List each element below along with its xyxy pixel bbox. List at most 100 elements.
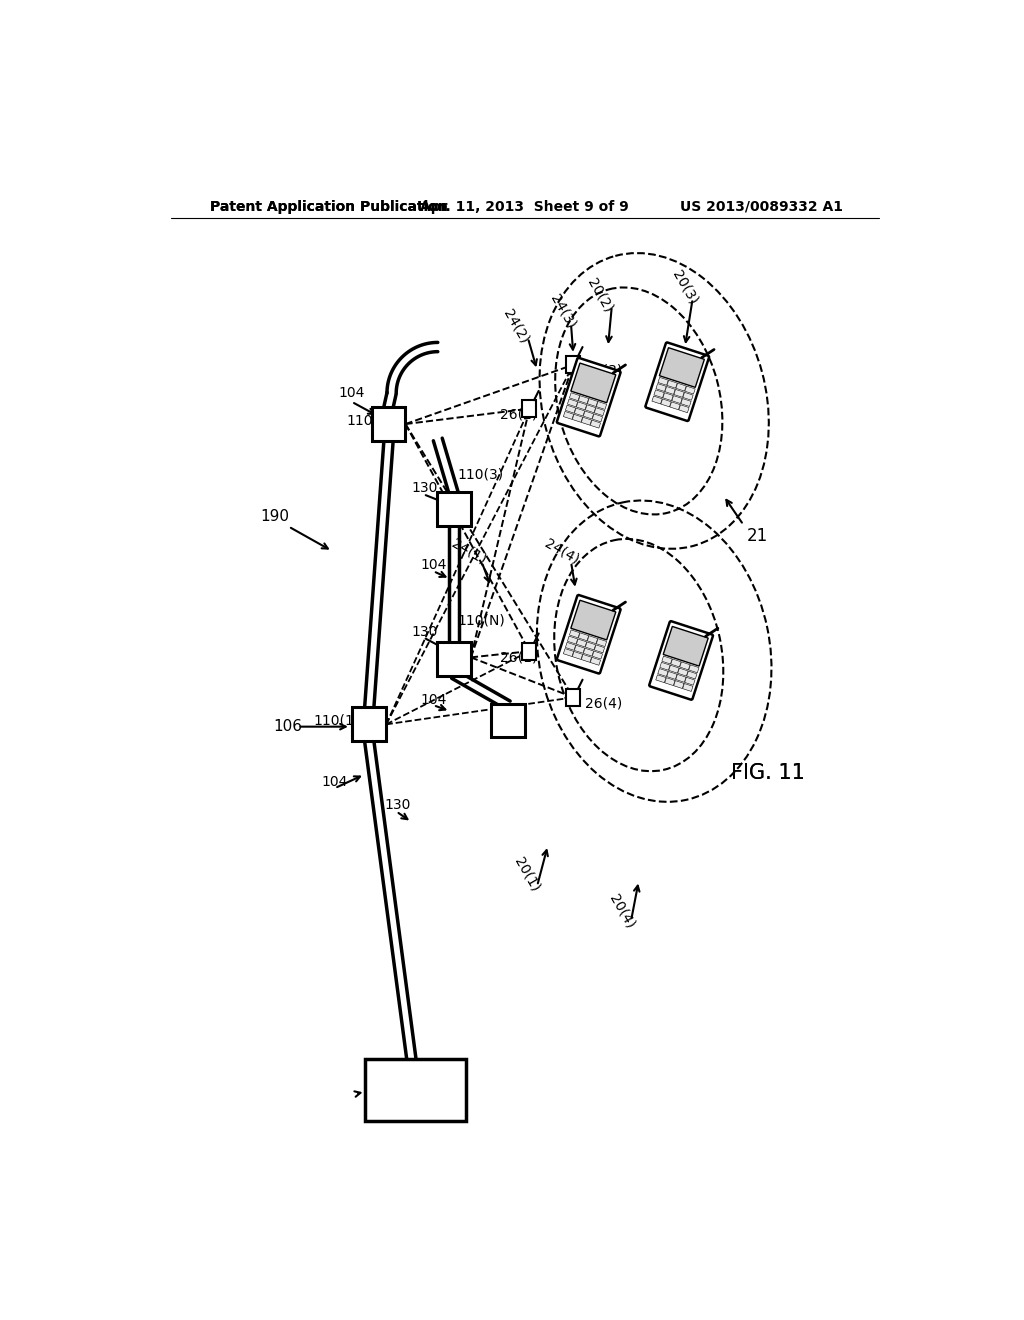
Text: Patent Application Publication: Patent Application Publication (210, 199, 447, 214)
Bar (665, 387, 675, 395)
Bar (669, 665, 679, 673)
Text: 20(4): 20(4) (606, 892, 637, 931)
Bar (572, 652, 583, 660)
Bar (590, 420, 600, 428)
Bar (670, 401, 680, 409)
Bar (566, 689, 581, 706)
Text: 110(2): 110(2) (346, 413, 392, 428)
Text: 20(3): 20(3) (670, 268, 700, 308)
Bar (660, 399, 671, 407)
Text: 21: 21 (746, 527, 768, 545)
Bar (582, 417, 592, 425)
Bar (588, 399, 598, 407)
FancyBboxPatch shape (557, 595, 621, 673)
Bar (672, 396, 682, 404)
Bar (437, 492, 471, 525)
Bar (586, 642, 596, 649)
Text: 20(2): 20(2) (585, 276, 615, 315)
Bar (659, 663, 670, 671)
Bar (567, 399, 578, 407)
Bar (663, 393, 673, 401)
Bar (567, 636, 578, 644)
Text: 110(N): 110(N) (458, 614, 506, 627)
Bar (689, 665, 699, 673)
Bar (674, 389, 684, 397)
Bar (570, 601, 615, 640)
Text: 130: 130 (385, 799, 411, 812)
Text: 24(2): 24(2) (500, 306, 530, 346)
Bar (674, 681, 684, 689)
Text: 106: 106 (273, 719, 302, 734)
Bar (577, 401, 587, 409)
Text: 12,150: 12,150 (389, 1082, 442, 1098)
Bar (655, 675, 666, 682)
Text: 24(1): 24(1) (450, 536, 489, 566)
Text: 104: 104 (420, 693, 446, 706)
Bar (592, 651, 602, 659)
Text: US 2013/0089332 A1: US 2013/0089332 A1 (680, 199, 843, 214)
Bar (683, 392, 693, 400)
Text: 130: 130 (412, 624, 438, 639)
Bar (574, 645, 585, 653)
Bar (656, 384, 667, 392)
Bar (366, 1059, 466, 1121)
Text: Patent Application Publication: Patent Application Publication (210, 199, 447, 214)
FancyBboxPatch shape (645, 342, 709, 421)
Text: 20(1): 20(1) (512, 855, 543, 894)
Bar (590, 657, 600, 665)
Bar (664, 627, 709, 667)
FancyBboxPatch shape (649, 622, 713, 700)
Bar (594, 645, 604, 653)
Bar (352, 708, 386, 742)
Bar (372, 407, 406, 441)
Bar (662, 656, 672, 664)
Bar (584, 411, 594, 418)
Bar (658, 378, 669, 385)
Bar (687, 671, 697, 678)
Bar (577, 639, 587, 647)
Text: 104: 104 (339, 387, 365, 400)
Text: 26(4): 26(4) (585, 697, 623, 710)
Bar (679, 405, 689, 413)
Bar (563, 648, 573, 656)
Text: 26(3): 26(3) (585, 364, 623, 378)
Text: Apr. 11, 2013  Sheet 9 of 9: Apr. 11, 2013 Sheet 9 of 9 (421, 199, 629, 214)
Text: 130: 130 (412, 480, 438, 495)
Text: 26(1): 26(1) (500, 651, 538, 664)
Bar (588, 636, 598, 644)
Bar (667, 672, 677, 680)
Bar (574, 408, 585, 416)
Text: 110(3): 110(3) (458, 467, 504, 480)
FancyBboxPatch shape (557, 358, 621, 437)
Bar (565, 643, 575, 651)
Bar (586, 405, 596, 413)
Bar (563, 412, 573, 420)
Bar (671, 659, 681, 667)
Bar (678, 668, 688, 676)
Bar (592, 414, 602, 422)
Bar (522, 400, 537, 417)
Bar (594, 408, 604, 416)
Bar (676, 675, 686, 682)
Text: 110(1): 110(1) (313, 714, 360, 727)
Bar (676, 383, 686, 391)
Text: 104: 104 (420, 558, 446, 572)
Bar (667, 380, 677, 388)
Bar (437, 642, 471, 676)
Bar (522, 643, 537, 660)
Text: 24(3): 24(3) (548, 292, 579, 330)
Bar (657, 668, 668, 676)
Bar (685, 385, 695, 393)
Bar (569, 630, 580, 638)
Bar (579, 396, 589, 404)
Bar (652, 396, 663, 404)
Bar (654, 389, 665, 397)
Bar (665, 677, 675, 685)
Bar (490, 704, 525, 738)
Bar (596, 639, 606, 647)
Bar (584, 648, 594, 656)
Bar (579, 632, 589, 640)
Bar (596, 401, 606, 409)
Bar (683, 684, 693, 692)
Bar (685, 677, 695, 685)
